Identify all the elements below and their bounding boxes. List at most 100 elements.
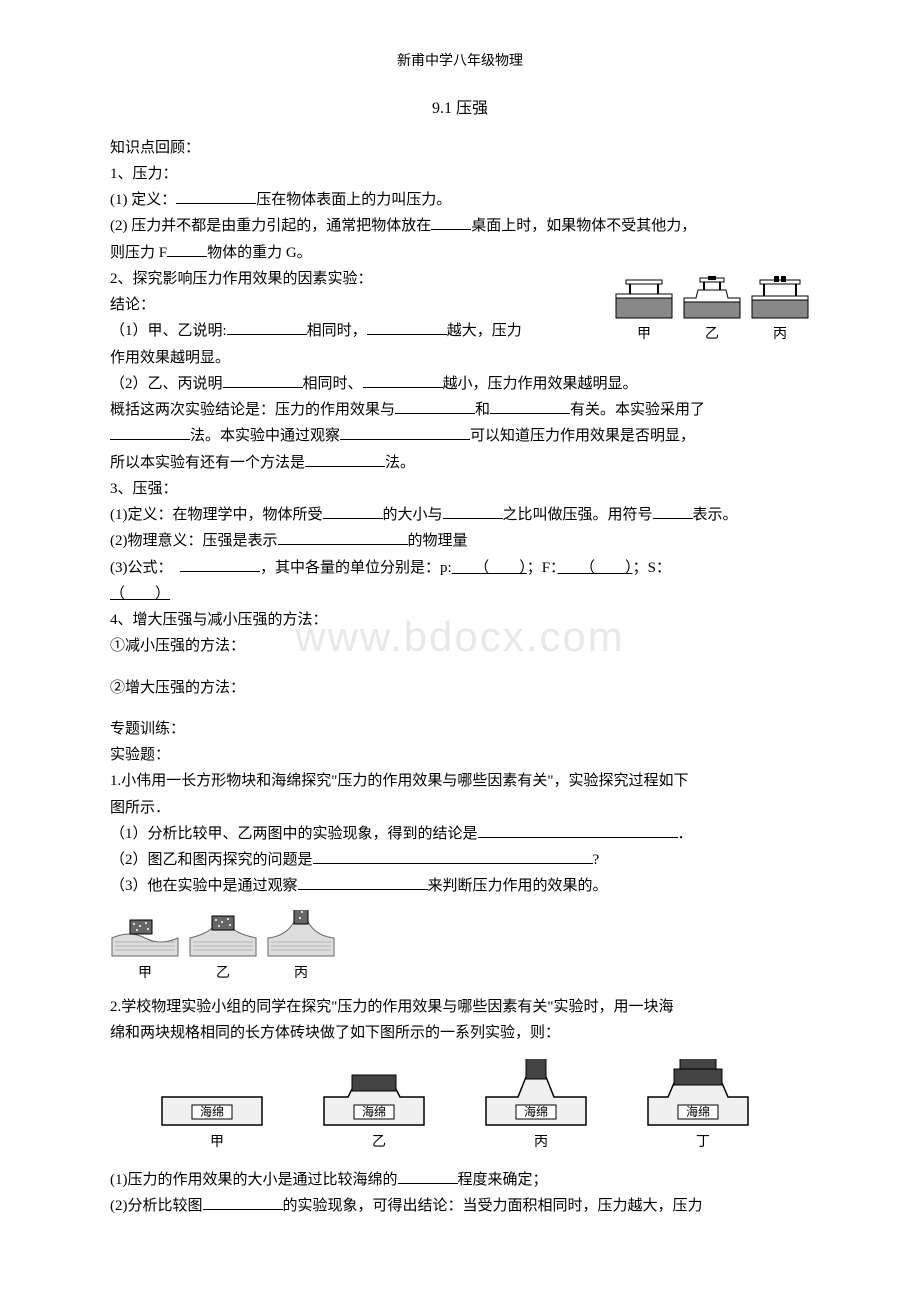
blank-paren: （ ） [110,586,170,602]
blank [110,425,190,440]
caption: 乙 [188,962,258,987]
line-1-2: (2) 压力并不都是由重力引起的，通常把物体放在 桌面上时，如果物体不受其他力， [110,213,810,239]
blank [431,215,471,230]
text: (1)定义：在物理学中，物体所受 [110,507,323,523]
blank [340,425,470,440]
caption: 甲 [110,962,180,987]
sponge-label: 海绵 [524,1104,548,1119]
review-heading: 知识点回顾： [110,135,810,161]
caption: 丙 [750,323,810,348]
caption: 乙 [682,323,742,348]
figure-set-1: 甲 乙 [614,268,810,356]
fig3-bing: 海绵 丙 [476,1059,606,1156]
caption: 丙 [266,962,336,987]
text: 所以本实验有还有一个方法是 [110,455,305,471]
blank [490,399,570,414]
caption: 甲 [614,323,674,348]
fig-yi: 乙 [682,276,742,348]
fig-bing: 丙 [750,276,810,348]
blank [223,373,303,388]
fig2-bing: 丙 [266,910,336,987]
caption: 丙 [476,1131,606,1156]
fig3-jia: 海绵 甲 [152,1069,282,1156]
q2-line1: 2.学校物理实验小组的同学在探究"压力的作用效果与哪些因素有关"实验时，用一块海 [110,994,810,1020]
text: 桌面上时，如果物体不受其他力， [471,218,696,234]
caption: 乙 [314,1131,444,1156]
q2-sub2: (2)分析比较图 的实验现象，可得出结论：当受力面积相同时，压力越大，压力 [110,1193,810,1219]
q1-line2: 图所示． [110,795,810,821]
text: 有关。本实验采用了 [570,402,705,418]
blank [227,320,307,335]
sponge-label: 海绵 [200,1104,224,1119]
blank [180,557,260,572]
text: (2)分析比较图 [110,1198,203,1214]
text: 可以知道压力作用效果是否明显， [470,428,695,444]
blank [363,373,443,388]
sponge-label: 海绵 [686,1104,710,1119]
spacer [110,701,810,716]
q1-sub3: （3）他在实验中是通过观察 来判断压力作用的效果的。 [110,873,810,899]
text: （3）他在实验中是通过观察 [110,878,298,894]
text: 来判断压力作用的效果的。 [428,878,608,894]
blank [298,875,428,890]
line-2-5: 所以本实验有还有一个方法是 法。 [110,450,810,476]
experiment-heading: 实验题： [110,742,810,768]
text: 相同时， [307,323,367,339]
topic-4-heading: 4、增大压强与减小压强的方法： [110,607,810,633]
text: (2) 压力并不都是由重力引起的，通常把物体放在 [110,218,431,234]
section-title: 9.1 压强 [110,95,810,123]
text: (2)物理意义：压强是表示 [110,533,278,549]
blank [478,823,678,838]
caption: 甲 [152,1131,282,1156]
fig3-ding: 海绵 丁 [638,1059,768,1156]
spacer [110,660,810,675]
fig2-jia: 甲 [110,910,180,987]
line-2-3: 概括这两次实验结论是：压力的作用效果与 和 有关。本实验采用了 [110,397,810,423]
line-2-4: 法。本实验中通过观察 可以知道压力作用效果是否明显， [110,423,810,449]
text: 越大，压力 [447,323,522,339]
text: (1) 定义： [110,192,176,208]
text: 和 [475,402,490,418]
figure-set-3: 海绵 甲 海绵 乙 海绵 丙 [110,1059,810,1156]
line-3-3: (3)公式： ，其中各量的单位分别是：p: （ ）；F： （ ）；S： [110,555,810,581]
text: ；S： [633,560,671,576]
blank [398,1169,458,1184]
blank [313,849,593,864]
text: 概括这两次实验结论是：压力的作用效果与 [110,402,395,418]
text: （2）乙、丙说明 [110,376,223,392]
text: 的实验现象，可得出结论：当受力面积相同时，压力越大，压力 [283,1198,703,1214]
sponge-label: 海绵 [362,1104,386,1119]
q2-line2: 绵和两块规格相同的长方体砖块做了如下图所示的一系列实验，则： [110,1020,810,1046]
blank-paren: （ ） [558,560,633,576]
fig-jia: 甲 [614,276,674,348]
blank [443,504,503,519]
figure-set-2: 甲 乙 丙 [110,910,810,987]
blank-paren: （ ） [452,560,527,576]
text: 越小，压力作用效果越明显。 [443,376,638,392]
fig3-yi: 海绵 乙 [314,1069,444,1156]
caption: 丁 [638,1131,768,1156]
line-4-2: ②增大压强的方法： [110,675,810,701]
text: ? [593,852,600,868]
text: 法。 [385,455,415,471]
blank [323,504,383,519]
text: 法。本实验中通过观察 [190,428,340,444]
text: ；F： [527,560,558,576]
training-heading: 专题训练： [110,716,810,742]
text: 相同时、 [303,376,363,392]
text: ． [678,826,693,842]
blank [367,320,447,335]
document-content: 新甫中学八年级物理 9.1 压强 知识点回顾： 1、压力： (1) 定义：压在物… [110,50,810,1220]
text: （1）甲、乙说明: [110,323,227,339]
line-2-2: （2）乙、丙说明 相同时、 越小，压力作用效果越明显。 [110,371,810,397]
text: （1）分析比较甲、乙两图中的实验现象，得到的结论是 [110,826,478,842]
text: 的物理量 [408,533,468,549]
q1-line1: 1.小伟用一长方形物块和海绵探究"压力的作用效果与哪些因素有关"，实验探究过程如… [110,768,810,794]
q2-sub1: (1)压力的作用效果的大小是通过比较海绵的程度来确定； [110,1167,810,1193]
text: 压在物体表面上的力叫压力。 [256,192,451,208]
blank [305,452,385,467]
page-header: 新甫中学八年级物理 [110,50,810,75]
text: 程度来确定； [458,1172,548,1188]
text: (3)公式： [110,560,165,576]
text: （2）图乙和图丙探究的问题是 [110,852,313,868]
